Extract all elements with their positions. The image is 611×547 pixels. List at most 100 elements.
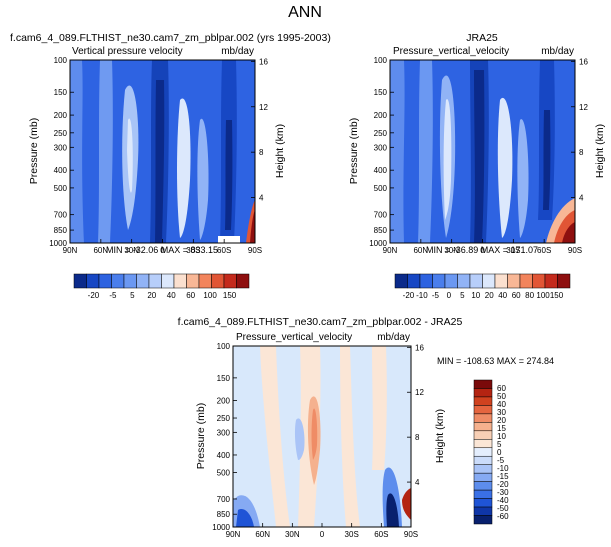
panel-diff-ylabel: Pressure (mb)	[195, 403, 207, 470]
ytick-label: 850	[217, 510, 231, 519]
colorbar-label: -40	[497, 496, 509, 505]
colorbar-swatch	[111, 273, 125, 289]
ytick-right-label: 12	[259, 103, 268, 112]
ytick-label: 700	[217, 495, 231, 504]
colorbar-label: 40	[498, 291, 507, 300]
panel-obs-ylabel: Pressure (mb)	[348, 118, 360, 185]
colorbar-label: 40	[497, 400, 506, 409]
panel-diff-yticks-right: 16 12 8 4	[407, 343, 424, 487]
ytick-label: 500	[54, 184, 68, 193]
colorbar-label: 10	[471, 291, 480, 300]
contour-pos-5	[340, 346, 360, 527]
colorbar-swatch	[223, 273, 237, 289]
panel-test-yticks: 100 150 200 250 300 400 500 700 850 1000	[49, 56, 74, 248]
colorbar-swatch	[186, 273, 200, 289]
ytick-right-label: 16	[259, 57, 268, 66]
colorbar-swatch	[473, 464, 493, 474]
panel-test-units: mb/day	[221, 46, 254, 57]
contour-pos-1	[260, 346, 290, 527]
ytick-right-label: 8	[259, 148, 264, 157]
panel-diff-title: f.cam6_4_089.FLTHIST_ne30.cam7_zm_pblpar…	[178, 316, 463, 328]
contour-light-4	[127, 118, 133, 193]
contour-mid-1	[517, 119, 529, 238]
contour-dark-4	[225, 120, 233, 230]
xtick-label: 90S	[248, 246, 262, 255]
contour-light-2	[98, 60, 113, 243]
ytick-right-label: 4	[415, 478, 420, 487]
colorbar-swatch	[507, 273, 521, 289]
colorbar-label: -20	[497, 480, 509, 489]
xtick-label: 90N	[383, 246, 398, 255]
contour-dark-2	[155, 80, 165, 243]
panel-obs-yticks: 100 150 200 250 300 400 500 700 850 1000	[369, 56, 394, 248]
contour-neg-5	[386, 493, 399, 527]
colorbar-swatch	[482, 273, 496, 289]
colorbar-swatch	[236, 273, 250, 289]
colorbar-swatch	[469, 273, 483, 289]
colorbar-label: 0	[497, 448, 502, 457]
panel-test: f.cam6_4_089.FLTHIST_ne30.cam7_zm_pblpar…	[10, 32, 331, 300]
ytick-label: 1000	[369, 239, 387, 248]
xtick-label: 60S	[537, 246, 551, 255]
panel-obs-ylabel-right: Height (km)	[594, 124, 606, 178]
xtick-label: 90S	[568, 246, 582, 255]
colorbar-swatch	[123, 273, 137, 289]
colorbar-label: -30	[497, 488, 509, 497]
topography-mask	[218, 236, 240, 243]
ytick-label: 1000	[49, 239, 67, 248]
xtick-label: 30S	[186, 246, 200, 255]
contour-neg-1	[294, 418, 305, 460]
panel-diff-subtitle: Pressure_vertical_velocity	[236, 332, 352, 343]
ytick-label: 850	[54, 226, 68, 235]
contour-light-5	[497, 97, 513, 238]
colorbar-label: -20	[403, 291, 415, 300]
panel-obs-colorbar: -20 -10 -5 0 5 10 20 40 60 80 100 150	[394, 273, 571, 300]
ytick-right-label: 12	[415, 388, 424, 397]
ytick-label: 200	[374, 111, 388, 120]
xtick-label: 60N	[93, 246, 108, 255]
xtick-label: 0	[320, 530, 325, 539]
colorbar-swatch	[161, 273, 175, 289]
ytick-label: 200	[54, 111, 68, 120]
panel-test-ylabel-right: Height (km)	[274, 124, 286, 178]
colorbar-label: 60	[512, 291, 521, 300]
xtick-label: 30S	[506, 246, 520, 255]
colorbar-label: 20	[497, 416, 506, 425]
colorbar-label: 100	[203, 291, 217, 300]
colorbar-swatch	[473, 515, 493, 525]
colorbar-label: 60	[497, 384, 506, 393]
colorbar-swatch	[407, 273, 421, 289]
colorbar-swatch	[473, 413, 493, 423]
ytick-label: 500	[374, 184, 388, 193]
contour-red-3	[562, 222, 575, 243]
contour-light-2	[418, 60, 433, 243]
colorbar-swatch	[473, 489, 493, 499]
panel-diff-units: mb/day	[377, 332, 410, 343]
contour-pos-6	[372, 346, 387, 470]
panel-obs-subtitle: Pressure_vertical_velocity	[393, 46, 509, 57]
colorbar-swatch	[532, 273, 546, 289]
contour-mid-1	[197, 118, 209, 240]
panel-diff-yticks: 100 150 200 250 300 400 500 700 850 1000	[212, 342, 237, 532]
ytick-label: 150	[374, 88, 388, 97]
colorbar-label: 40	[167, 291, 176, 300]
colorbar-swatch	[473, 481, 493, 491]
contour-pos-7	[402, 488, 411, 520]
contour-light-5	[177, 98, 191, 238]
contour-light-1	[70, 60, 84, 243]
ytick-label: 400	[374, 166, 388, 175]
panel-obs-stats: MIN = -36.89 MAX = 171.07	[426, 245, 538, 255]
colorbar-label: 30	[497, 408, 506, 417]
colorbar-swatch	[473, 379, 493, 389]
panel-test-title: f.cam6_4_089.FLTHIST_ne30.cam7_zm_pblpar…	[10, 32, 331, 44]
panel-test-colorbar: -20 -5 5 20 40 60 100 150	[73, 273, 250, 300]
ytick-label: 400	[54, 166, 68, 175]
ytick-label: 200	[217, 396, 231, 405]
panel-obs-yticks-right: 16 12 8 4	[571, 57, 588, 203]
ytick-label: 700	[374, 211, 388, 220]
colorbar-swatch	[473, 439, 493, 449]
colorbar-swatch	[444, 273, 458, 289]
panel-test-ylabel: Pressure (mb)	[28, 118, 40, 185]
